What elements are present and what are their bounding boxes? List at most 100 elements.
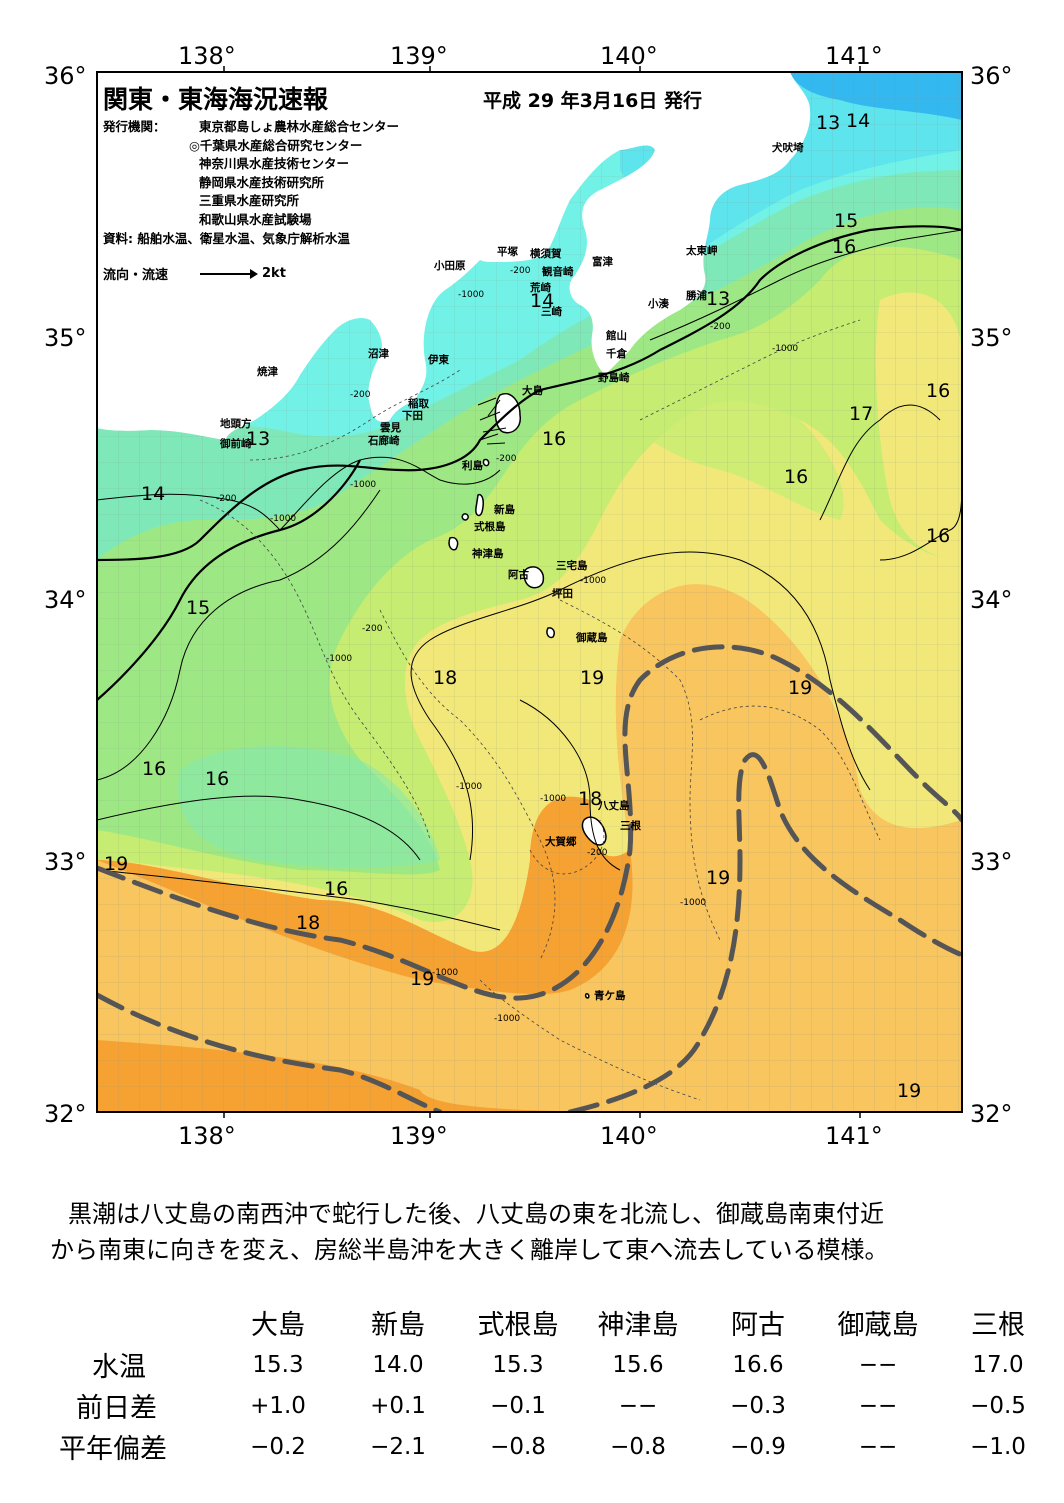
place-label: 焼津 <box>257 366 278 378</box>
place-label: 御蔵島 <box>576 632 608 644</box>
isotherm-label: 16 <box>832 236 857 258</box>
place-label: 小湊 <box>648 298 669 310</box>
place-label: 横須賀 <box>530 248 562 260</box>
publisher-org: 神奈川県水産技術センター <box>199 156 350 171</box>
isotherm-label: 16 <box>142 758 167 780</box>
island-hachijojima <box>581 816 607 846</box>
lon-label-141-bottom: 141° <box>825 1122 883 1150</box>
table-cell: 14.0 <box>372 1351 424 1378</box>
place-label: 平塚 <box>497 246 518 258</box>
lon-label-140-top: 140° <box>600 42 658 70</box>
isotherm-label: 16 <box>926 380 951 402</box>
lon-label-141-top: 141° <box>825 42 883 70</box>
isotherm-label: 19 <box>104 853 129 875</box>
lon-label-138-bottom: 138° <box>178 1122 236 1150</box>
island-temperature-table: 大島 新島 式根島 神津島 阿古 御蔵島 三根 水温 15.3 14.0 15.… <box>58 1300 1058 1467</box>
isotherm-label: 16 <box>324 878 349 900</box>
isotherm-label: 16 <box>205 768 230 790</box>
island-mikurajima <box>546 627 555 639</box>
place-label: 犬吠埼 <box>772 142 804 154</box>
land-honshu <box>97 72 480 440</box>
depth-label: -1000 <box>494 1014 521 1024</box>
place-label: 三宅島 <box>556 560 588 572</box>
lat-label-34-left: 34° <box>44 586 87 614</box>
place-label: 雲見 <box>380 422 401 434</box>
depth-label: -1000 <box>350 480 377 490</box>
table-row: 前日差 +1.0 +0.1 −0.1 −− −0.3 −− −0.5 <box>58 1385 1058 1426</box>
place-label: 石廊崎 <box>368 435 400 447</box>
lat-label-33-left: 33° <box>44 848 87 876</box>
isotherm-label: 19 <box>897 1080 922 1102</box>
island-miyakejima <box>523 566 545 589</box>
isotherm-label: 16 <box>926 525 951 547</box>
depth-label: -1000 <box>458 290 485 300</box>
publisher-org: 東京都島しょ農林水産総合センター <box>199 119 400 134</box>
place-label: 八丈島 <box>598 800 630 812</box>
isotherm-label: 13 <box>246 428 271 450</box>
place-label: 沼津 <box>368 348 389 360</box>
table-header-row: 大島 新島 式根島 神津島 阿古 御蔵島 三根 <box>58 1300 1058 1344</box>
depth-label: -200 <box>350 390 371 400</box>
isotherm-label: 19 <box>788 677 813 699</box>
isotherm-label: 19 <box>410 968 435 990</box>
depth-label: -1000 <box>680 898 707 908</box>
table-cell: −0.9 <box>730 1433 786 1460</box>
lon-label-139-bottom: 139° <box>390 1122 448 1150</box>
place-label: 大賀郷 <box>545 836 577 848</box>
isotherm-label: 15 <box>186 597 211 619</box>
isotherm-label: 16 <box>784 466 809 488</box>
depth-label: -1000 <box>456 782 483 792</box>
table-cell: 16.6 <box>732 1351 784 1378</box>
table-cell: 15.6 <box>612 1351 664 1378</box>
table-cell: 15.3 <box>492 1351 544 1378</box>
arrow-icon <box>200 268 259 279</box>
lat-label-32-left: 32° <box>44 1100 87 1128</box>
place-label: 荒崎 <box>530 282 551 294</box>
isotherm-label: 17 <box>849 403 874 425</box>
place-label: 勝浦 <box>686 290 707 302</box>
summary-line: から南東に向きを変え、房総半島沖を大きく離岸して東へ流去している模様。 <box>50 1236 889 1264</box>
isotherm-label: 18 <box>578 788 603 810</box>
place-label: 御前崎 <box>220 438 252 450</box>
table-cell: +0.1 <box>370 1392 426 1419</box>
depth-label: -200 <box>510 266 531 276</box>
table-cell: −0.8 <box>490 1433 546 1460</box>
depth-label: -200 <box>496 454 517 464</box>
isotherm-label: 14 <box>141 483 166 505</box>
depth-label: -200 <box>362 624 383 634</box>
map-canvas <box>96 66 963 1118</box>
column-header: 三根 <box>971 1309 1025 1341</box>
land-kanto <box>480 72 811 375</box>
place-label: 野島崎 <box>598 372 630 384</box>
publisher-org: 三重県水産研究所 <box>199 193 300 208</box>
isotherm-label: 13 <box>816 112 841 134</box>
place-label: 小田原 <box>434 260 466 272</box>
lon-label-139-top: 139° <box>390 42 448 70</box>
place-label: 阿古 <box>508 569 529 581</box>
legend-scale: 2kt <box>262 266 286 281</box>
lon-label-138-top: 138° <box>178 42 236 70</box>
lat-label-35-left: 35° <box>44 324 87 352</box>
table-row: 平年偏差 −0.2 −2.1 −0.8 −0.8 −0.9 −− −1.0 <box>58 1426 1058 1467</box>
place-label: 稲取 <box>408 398 429 410</box>
isotherm-label: 19 <box>580 667 605 689</box>
table-cell: 17.0 <box>972 1351 1024 1378</box>
publisher-org: 和歌山県水産試験場 <box>199 211 312 227</box>
island-kozushima <box>448 536 459 551</box>
table-cell: −− <box>858 1351 898 1378</box>
table-cell: −2.1 <box>370 1433 426 1460</box>
table-cell: −− <box>858 1392 898 1419</box>
current-legend: 流向・流速 2kt <box>103 264 286 283</box>
sea-temperature-map <box>96 66 963 1118</box>
depth-label: -1000 <box>772 344 799 354</box>
report-date: 平成 29 年3月16日 発行 <box>483 90 702 112</box>
lat-label-35-right: 35° <box>970 324 1013 352</box>
lat-label-36-right: 36° <box>970 62 1013 90</box>
publisher-list: 発行機関： 東京都島しょ農林水産総合センター ◎千葉県水産総合研究センター 神奈川… <box>103 118 399 229</box>
place-label: 富津 <box>592 256 613 268</box>
isotherm-label: 18 <box>433 667 458 689</box>
place-label: 三根 <box>620 820 641 832</box>
depth-label: -1000 <box>432 968 459 978</box>
isotherm-label: 14 <box>530 290 555 312</box>
lon-label-140-bottom: 140° <box>600 1122 658 1150</box>
